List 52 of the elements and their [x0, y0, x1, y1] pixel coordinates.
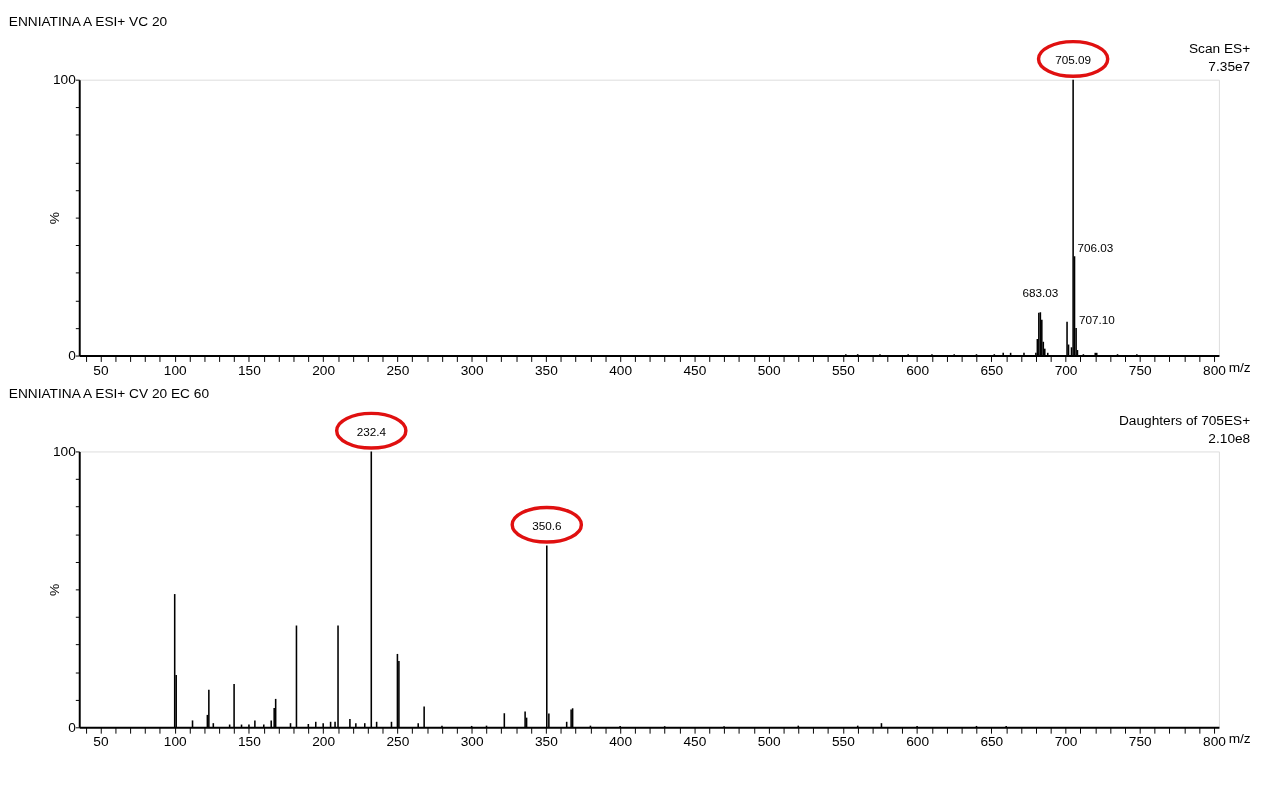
x-tick-label: 100: [163, 734, 187, 750]
x-tick-label: 400: [609, 362, 633, 378]
x-tick-label: 150: [238, 362, 262, 378]
x-tick-label: 600: [906, 734, 930, 750]
x-tick-label: 50: [93, 362, 109, 378]
text: Daughters of 705ES+: [1118, 413, 1251, 429]
y-tick-label: 100: [52, 443, 77, 459]
x-tick-label: 550: [831, 734, 856, 750]
x-tick-label: 50: [93, 734, 109, 750]
x-axis-title: m/z: [1228, 359, 1251, 375]
x-tick-label: 700: [1054, 734, 1078, 750]
chart-title: ENNIATINA A ESI+ CV 20 EC 60: [8, 385, 210, 401]
x-axis-title: m/z: [1228, 731, 1251, 747]
x-tick-label: 250: [386, 362, 410, 378]
x-tick-label: 750: [1128, 734, 1153, 750]
text: 2.10e8: [1208, 430, 1251, 446]
x-tick-label: 150: [238, 734, 262, 750]
x-tick-label: 500: [757, 362, 781, 378]
annotation: 232.4: [356, 424, 387, 438]
x-tick-label: 100: [163, 362, 187, 378]
x-tick-label: 350: [534, 362, 559, 378]
x-tick-label: 200: [312, 734, 336, 750]
x-tick-label: 200: [312, 362, 336, 378]
x-tick-label: 750: [1128, 362, 1153, 378]
x-tick-label: 550: [831, 362, 856, 378]
x-tick-label: 250: [386, 734, 410, 750]
x-tick-label: 300: [460, 734, 484, 750]
text: 7.35e7: [1208, 58, 1251, 74]
annotation: 350.6: [532, 518, 562, 532]
y-tick-label: 100: [52, 72, 77, 88]
annotation: 705.09: [1055, 53, 1092, 67]
x-tick-label: 450: [683, 362, 707, 378]
x-tick-label: 300: [460, 362, 484, 378]
annotation: 707.10: [1079, 313, 1116, 327]
x-tick-label: 500: [757, 734, 781, 750]
x-tick-label: 350: [534, 734, 559, 750]
y-tick-label: 0: [68, 719, 77, 735]
x-tick-label: 600: [906, 362, 930, 378]
x-tick-label: 650: [980, 362, 1004, 378]
x-tick-label: 800: [1203, 362, 1227, 378]
chart-title: ENNIATINA A ESI+ VC 20: [8, 13, 168, 29]
text: Scan ES+: [1188, 41, 1251, 57]
annotation: 706.03: [1077, 241, 1114, 255]
x-tick-label: 450: [683, 734, 707, 750]
y-axis-title: %: [47, 583, 63, 596]
x-tick-label: 650: [980, 734, 1004, 750]
annotation: 683.03: [1022, 285, 1059, 299]
y-tick-label: 0: [68, 347, 77, 363]
y-axis-title: %: [47, 212, 63, 225]
x-tick-label: 400: [609, 734, 633, 750]
x-tick-label: 700: [1054, 362, 1078, 378]
x-tick-label: 800: [1203, 734, 1227, 750]
